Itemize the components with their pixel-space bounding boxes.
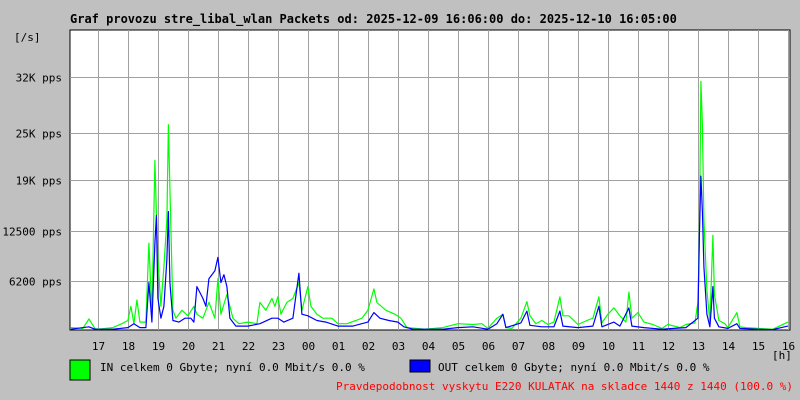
- y-tick-label: 12500 pps: [2, 226, 62, 239]
- series-layer: [70, 80, 789, 331]
- x-tick-label: 19: [152, 340, 165, 353]
- x-tick-label: 18: [122, 340, 135, 353]
- x-tick-label: 00: [302, 340, 315, 353]
- x-tick-label: 11: [632, 340, 645, 353]
- series-line-out: [70, 175, 789, 331]
- x-tick-label: 05: [452, 340, 465, 353]
- x-tick-label: 04: [422, 340, 436, 353]
- x-tick-label: 12: [662, 340, 675, 353]
- legend-swatch-out: [409, 359, 431, 373]
- x-tick-label: 06: [482, 340, 495, 353]
- grid: [70, 30, 790, 330]
- footer-note: Pravdepodobnost vyskytu E220 KULATAK na …: [336, 380, 793, 393]
- x-tick-label: 10: [602, 340, 615, 353]
- x-tick-label: 21: [212, 340, 225, 353]
- y-tick-label: 19K pps: [16, 175, 62, 188]
- chart-title: Graf provozu stre_libal_wlan Packets od:…: [70, 12, 677, 27]
- axis-ticks: 17 18 19 20 21 22 23 00 01 02 03 04 05 06 07 08 09 10 11 12…: [2, 72, 795, 354]
- x-tick-label: 16: [782, 340, 795, 353]
- x-tick-label: 09: [572, 340, 585, 353]
- x-tick-label: 22: [242, 340, 255, 353]
- x-axis-unit: [h]: [772, 349, 792, 362]
- legend-out-label: OUT celkem 0 Gbyte; nyní 0.0 Mbit/s 0.0 …: [438, 361, 710, 374]
- x-tick-label: 03: [392, 340, 405, 353]
- x-tick-label: 17: [92, 340, 105, 353]
- y-axis-unit: [/s]: [14, 31, 41, 44]
- legend-in-label: IN celkem 0 Gbyte; nyní 0.0 Mbit/s 0.0 %: [100, 361, 365, 374]
- x-tick-label: 23: [272, 340, 285, 353]
- y-tick-label: 6200 pps: [9, 276, 62, 289]
- legend-swatch-in: [69, 359, 91, 381]
- x-tick-label: 08: [542, 340, 555, 353]
- x-tick-label: 01: [332, 340, 345, 353]
- series-line-in: [70, 80, 789, 330]
- y-tick-label: 25K pps: [16, 128, 62, 141]
- y-tick-label: 32K pps: [16, 72, 62, 85]
- x-tick-label: 02: [362, 340, 375, 353]
- x-tick-label: 13: [692, 340, 705, 353]
- x-tick-label: 07: [512, 340, 525, 353]
- x-tick-label: 15: [752, 340, 765, 353]
- x-tick-label: 14: [722, 340, 736, 353]
- x-tick-label: 20: [182, 340, 195, 353]
